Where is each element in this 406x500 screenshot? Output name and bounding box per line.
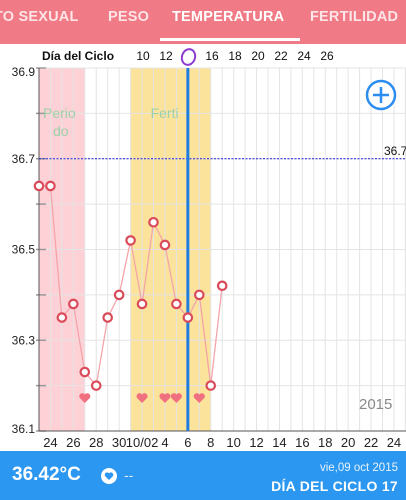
x-tick-label: 8 [207,435,214,450]
cycle-day-22[interactable]: 22 [274,49,288,63]
cycle-day-12[interactable]: 12 [159,49,173,63]
temperature-point [102,312,113,323]
active-tab-indicator [160,38,300,41]
cycle-day-16[interactable]: 16 [205,49,219,63]
intercourse-heart-icon [79,393,91,403]
x-tick-label: 10 [226,435,240,450]
temperature-point [148,216,159,228]
temperature-point [33,180,45,192]
cycle-day-header: Día del Ciclo 10 12 16 18 20 22 24 26 [0,44,406,68]
temperature-point [136,298,148,310]
tab-peso[interactable]: PESO [108,9,150,25]
bottom-status-bar: 36.42°C -- vie,09 oct 2015 DÍA DEL CICLO… [0,451,406,500]
intercourse-heart-icon [136,393,148,403]
temperature-point [171,298,182,310]
temperature-point [79,366,91,378]
x-tick-label: 10/02 [126,435,159,450]
x-tick-label: 24 [387,435,401,450]
tab-temperatura[interactable]: TEMPERATURA [172,9,285,25]
temperature-point [159,239,171,251]
cover-line-label: 36.7 [384,144,406,158]
y-tick-label: 36.1 [12,422,36,436]
temperature-chart[interactable]: 36.9 36.7 36.5 36.3 36.1 24 26 28 30 10/02 4 6 8 10 12… [0,64,406,451]
secondary-value: -- [124,467,134,483]
add-entry-button[interactable] [365,79,397,111]
cycle-day-20[interactable]: 20 [251,49,265,63]
x-tick-label: 18 [318,435,332,450]
y-tick-label: 36.5 [12,243,36,257]
cycle-day-label: DÍA DEL CICLO 17 [271,478,398,494]
x-tick-label: 30 [112,435,126,450]
temperature-point [205,380,217,391]
temperature-point [45,180,56,192]
x-tick-label: 16 [295,435,309,450]
x-tick-label: 28 [89,435,103,450]
y-tick-label: 36.7 [12,152,36,166]
y-tick-label: 36.9 [12,65,36,79]
cycle-day-26[interactable]: 26 [320,49,334,63]
temperature-point [68,298,79,310]
year-label: 2015 [359,396,393,413]
temperature-point [194,289,205,301]
temperature-point [113,289,125,301]
temperature-point [125,235,136,246]
x-tick-label: 20 [341,435,355,450]
tab-sexual[interactable]: TO SEXUAL [0,9,79,25]
x-tick-label: 24 [43,435,57,450]
x-tick-label: 14 [272,435,286,450]
cycle-header-title: Día del Ciclo [42,49,115,63]
x-tick-label: 22 [364,435,378,450]
x-tick-label: 26 [66,435,80,450]
cycle-day-24[interactable]: 24 [297,49,311,63]
x-tick-label: 12 [249,435,263,450]
x-tick-label: 4 [161,435,168,450]
intercourse-heart-icon [170,393,182,403]
fertile-band-label: Ferti [151,105,179,121]
intercourse-heart-icon [159,393,171,403]
period-band-label: do [53,123,69,139]
tab-fertilidad[interactable]: FERTILIDAD [310,9,399,25]
selected-date: vie,09 oct 2015 [319,462,398,474]
cycle-day-18[interactable]: 18 [228,49,242,63]
y-tick-label: 36.3 [12,333,36,347]
x-tick-label: 6 [184,435,191,450]
temperature-point [56,312,68,323]
temperature-point [182,312,194,323]
period-band-label: Perio [43,105,76,121]
temperature-point [216,280,228,292]
plus-circle-icon[interactable] [365,79,397,111]
temperature-point [90,380,102,391]
cycle-day-10[interactable]: 10 [136,49,150,63]
tab-bar: TO SEXUAL PESO TEMPERATURA FERTILIDAD [0,0,406,44]
intercourse-heart-icon [193,393,205,403]
heart-glyph-icon [104,472,114,480]
heart-icon[interactable] [101,468,117,484]
current-temperature: 36.42°C [12,464,81,485]
